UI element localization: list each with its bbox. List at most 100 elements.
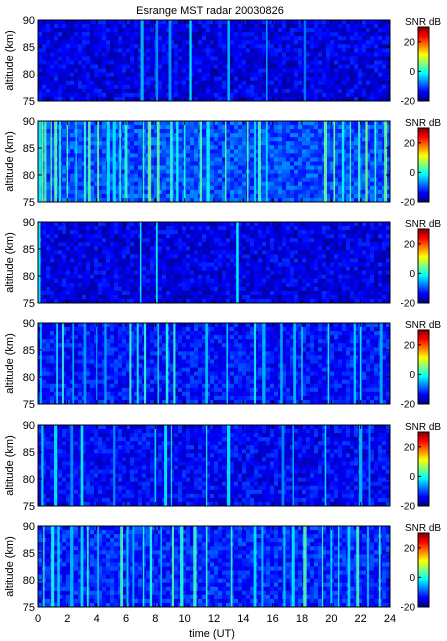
echo-spike (120, 526, 124, 607)
heatmap-cells (38, 425, 391, 507)
echo-spike (356, 526, 360, 607)
echo-spike (170, 425, 173, 506)
echo-spike (57, 526, 60, 607)
heatmap-cells (38, 526, 391, 608)
x-tick-label: 20 (325, 613, 337, 625)
echo-spike (265, 20, 268, 101)
y-tick-label: 85 (23, 42, 35, 54)
echo-spike (205, 323, 209, 404)
echo-spike (254, 121, 257, 202)
echo-spike (293, 323, 297, 404)
heatmap-cells (38, 323, 391, 405)
colorbar-tick-label: -20 (401, 603, 416, 614)
x-tick-label: 8 (152, 613, 158, 625)
echo-spike (83, 121, 86, 202)
x-tick-label: 24 (384, 613, 396, 625)
echo-spike (374, 121, 377, 202)
echo-spike (205, 526, 208, 607)
echo-spike (54, 425, 58, 506)
colorbar-tick-label: 20 (404, 239, 416, 250)
echo-spike (261, 526, 264, 607)
echo-spike (366, 526, 370, 607)
panel-5: 75 80 85 90 altitude (km) SNR dB -20 0 20 (4, 420, 441, 513)
colorbar-tick-label: -20 (401, 502, 416, 513)
y-tick-label: 85 (23, 143, 35, 155)
echo-spike (330, 526, 333, 607)
chart-title: Esrange MST radar 20030826 (136, 5, 284, 17)
echo-spike (136, 323, 139, 404)
echo-spike (189, 20, 192, 101)
echo-spike (303, 526, 307, 607)
y-tick-label: 80 (23, 575, 35, 587)
echo-spike (38, 222, 41, 303)
echo-spike (173, 323, 176, 404)
y-tick-label: 90 (23, 15, 35, 27)
x-tick-label: 0 (35, 613, 41, 625)
echo-spike (43, 526, 45, 607)
echo-spike (176, 121, 179, 202)
x-tick-label: 18 (296, 613, 308, 625)
echo-spike (291, 526, 295, 607)
echo-spike (368, 425, 371, 506)
y-axis-label: altitude (km) (4, 131, 16, 192)
echo-spike (254, 323, 257, 404)
panel-2: 75 80 85 90 altitude (km) SNR dB -20 0 20 (4, 116, 441, 209)
echo-spike (168, 20, 172, 101)
echo-spike (323, 121, 327, 202)
echo-spike (321, 526, 324, 607)
echo-spike (349, 121, 352, 202)
colorbar (417, 26, 430, 102)
echo-spike (41, 425, 44, 506)
echo-spike (147, 121, 152, 202)
y-tick-label: 85 (23, 244, 35, 256)
echo-spike (41, 121, 44, 202)
x-tick-label: 2 (64, 613, 70, 625)
panel-1: 75 80 85 90 altitude (km) SNR dB -20 0 20 (4, 15, 441, 108)
echo-spike (113, 425, 116, 506)
echo-spike (165, 323, 169, 404)
echo-spike (97, 121, 100, 202)
echo-spike (142, 526, 145, 607)
y-tick-label: 80 (23, 474, 35, 486)
colorbar-tick-label: 0 (409, 168, 415, 179)
y-tick-label: 90 (23, 420, 35, 432)
echo-spike (119, 121, 121, 202)
echo-spike (227, 20, 230, 101)
y-tick-label: 90 (23, 116, 35, 128)
y-tick-label: 80 (23, 69, 35, 81)
echo-spike (164, 425, 168, 506)
echo-spike (80, 425, 84, 506)
echo-spike (160, 526, 163, 607)
y-tick-label: 90 (23, 318, 35, 330)
colorbar-tick-label: 20 (404, 442, 416, 453)
echo-spike (129, 323, 132, 404)
colorbar-label: SNR dB (405, 523, 441, 534)
echo-spike (112, 121, 116, 202)
y-tick-label: 85 (23, 447, 35, 459)
y-tick-label: 75 (23, 501, 35, 513)
echo-spike (384, 121, 388, 202)
echo-spike (180, 526, 184, 607)
colorbar-tick-label: -20 (401, 198, 416, 209)
echo-spike (283, 526, 286, 607)
colorbar-tick-label: 20 (404, 37, 416, 48)
echo-spike (140, 20, 144, 101)
colorbar-tick-label: 0 (409, 370, 415, 381)
colorbar-label: SNR dB (405, 422, 441, 433)
echo-spike (246, 121, 249, 202)
colorbar-tick-label: -20 (401, 97, 416, 108)
echo-spike (358, 121, 361, 202)
colorbar (417, 228, 430, 304)
echo-spike (126, 526, 129, 607)
echo-spike (262, 323, 266, 404)
echo-spike (230, 526, 233, 607)
y-tick-label: 80 (23, 170, 35, 182)
y-tick-label: 90 (23, 521, 35, 533)
echo-spike (236, 222, 239, 303)
echo-spike (50, 121, 52, 202)
echo-spike (257, 121, 261, 202)
x-tick-label: 16 (267, 613, 279, 625)
y-tick-label: 90 (23, 217, 35, 229)
colorbar-label: SNR dB (405, 17, 441, 28)
echo-spike (132, 526, 135, 607)
